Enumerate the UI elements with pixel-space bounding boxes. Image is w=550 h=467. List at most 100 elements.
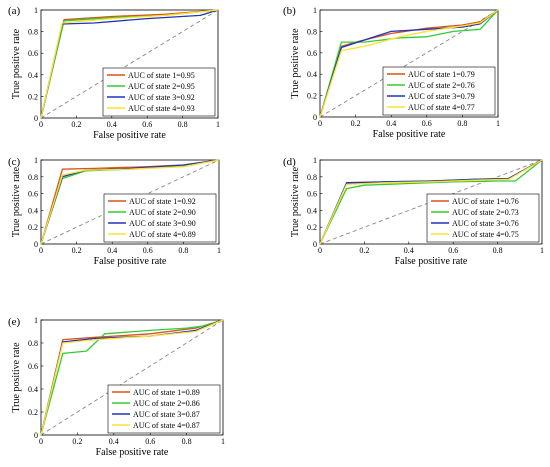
x-axis-label: False positive rate xyxy=(373,129,446,140)
x-tick-label: 0.8 xyxy=(178,120,188,129)
x-tick-label: 0.2 xyxy=(71,120,81,129)
y-axis-label: True positive rate xyxy=(11,342,22,413)
plot-frame xyxy=(319,9,499,118)
legend-entry: AUC of state 1=0.79 xyxy=(408,70,475,79)
legend-entry: AUC of state 3=0.79 xyxy=(408,92,475,101)
y-tick-label: 0 xyxy=(313,240,317,249)
x-tick-label: 0.8 xyxy=(182,437,192,446)
roc-curve-state-2 xyxy=(40,319,224,436)
legend-entry: AUC of state 2=0.86 xyxy=(133,399,200,408)
y-tick-label: 0.8 xyxy=(307,173,317,182)
y-tick-label: 0.8 xyxy=(307,27,317,36)
roc-curve-state-3 xyxy=(319,159,543,245)
x-tick-label: 0.6 xyxy=(142,120,152,129)
x-axis-label: False positive rate xyxy=(93,130,166,141)
legend-entry: AUC of state 4=0.87 xyxy=(133,421,200,430)
x-tick-label: 0.4 xyxy=(404,246,414,255)
x-tick-label: 0.2 xyxy=(351,119,361,128)
plot-frame xyxy=(319,159,543,245)
x-tick-label: 0.6 xyxy=(422,119,432,128)
x-tick-label: 1 xyxy=(217,246,221,255)
y-tick-label: 0.6 xyxy=(307,190,317,199)
legend-entry: AUC of state 4=0.89 xyxy=(129,230,196,239)
legend-entry: AUC of state 3=0.90 xyxy=(129,219,196,228)
legend-entry: AUC of state 1=0.92 xyxy=(129,197,196,206)
legend-entry: AUC of state 3=0.87 xyxy=(133,410,200,419)
roc-curve-state-4 xyxy=(319,159,543,245)
legend-entry: AUC of state 3=0.76 xyxy=(452,219,519,228)
x-axis-label: False positive rate xyxy=(395,256,468,267)
roc-curve-state-4 xyxy=(319,9,499,118)
panel-label: (e) xyxy=(8,316,21,328)
x-tick-label: 0.4 xyxy=(386,119,396,128)
y-tick-label: 0 xyxy=(34,240,38,249)
legend: AUC of state 1=0.79 AUC of state 2=0.76 AU… xyxy=(382,66,496,116)
legend-entry: AUC of state 4=0.93 xyxy=(128,104,195,113)
x-tick-label: 0 xyxy=(318,119,322,128)
y-tick-label: 0.2 xyxy=(28,92,38,101)
y-tick-label: 0.2 xyxy=(28,408,38,417)
y-tick-label: 0.2 xyxy=(28,223,38,232)
legend: AUC of state 1=0.89 AUC of state 2=0.86 AU… xyxy=(107,384,221,434)
y-tick-label: 1 xyxy=(313,6,317,15)
x-tick-label: 0.8 xyxy=(457,119,467,128)
roc-curve-state-4 xyxy=(40,319,224,436)
x-tick-label: 0.2 xyxy=(72,437,82,446)
x-tick-label: 0.4 xyxy=(107,246,117,255)
legend-entry: AUC of state 2=0.95 xyxy=(128,82,195,91)
y-tick-label: 0 xyxy=(34,114,38,123)
legend-entry: AUC of state 1=0.95 xyxy=(128,71,195,80)
legend-entry: AUC of state 1=0.76 xyxy=(452,197,519,206)
y-tick-label: 0.6 xyxy=(28,49,38,58)
legend-entry: AUC of state 2=0.76 xyxy=(408,81,475,90)
roc-panel-2: (b) 0 0.2 0.4 0.6 0.8 1 0 0.2 0.4 0.6 0.8 1 False pos… xyxy=(283,5,500,140)
legend-entry: AUC of state 2=0.90 xyxy=(129,208,196,217)
panel-label: (b) xyxy=(283,5,296,17)
x-tick-label: 0.8 xyxy=(178,246,188,255)
x-tick-label: 1 xyxy=(216,120,220,129)
y-tick-label: 1 xyxy=(313,156,317,165)
panel-label: (c) xyxy=(8,156,21,168)
y-tick-label: 1 xyxy=(34,316,38,325)
x-tick-label: 0 xyxy=(318,246,322,255)
y-tick-label: 0.4 xyxy=(28,206,38,215)
chance-diagonal-line xyxy=(319,159,543,245)
y-tick-label: 0.4 xyxy=(28,71,38,80)
x-tick-label: 1 xyxy=(496,119,500,128)
y-axis-label: True positive rate xyxy=(11,166,22,237)
y-tick-label: 0.2 xyxy=(307,92,317,101)
roc-curve-state-4 xyxy=(40,159,220,245)
legend-entry: AUC of state 1=0.89 xyxy=(133,388,200,397)
legend-entry: AUC of state 2=0.73 xyxy=(452,208,519,217)
y-tick-label: 0.6 xyxy=(307,49,317,58)
y-tick-label: 0.6 xyxy=(28,362,38,371)
y-tick-label: 0.8 xyxy=(28,28,38,37)
legend: AUC of state 1=0.95 AUC of state 2=0.95 AU… xyxy=(102,67,216,117)
y-axis-label: True positive rate xyxy=(290,28,301,99)
y-axis-label: True positive rate xyxy=(290,166,301,237)
roc-curve-state-2 xyxy=(319,9,499,118)
x-tick-label: 0 xyxy=(39,246,43,255)
x-tick-label: 0.2 xyxy=(72,246,82,255)
y-tick-label: 0.4 xyxy=(28,385,38,394)
roc-curve-state-4 xyxy=(40,9,219,119)
y-tick-label: 0 xyxy=(34,431,38,440)
legend-entry: AUC of state 4=0.75 xyxy=(452,230,519,239)
roc-panel-3: (c) 0 0.2 0.4 0.6 0.8 1 0 0.2 0.4 0.6 0.8 1 False pos… xyxy=(8,156,221,267)
x-tick-label: 0.4 xyxy=(109,437,119,446)
chance-diagonal-line xyxy=(40,319,224,436)
legend: AUC of state 1=0.76 AUC of state 2=0.73 AU… xyxy=(426,193,540,243)
y-tick-label: 0.6 xyxy=(28,190,38,199)
x-tick-label: 1 xyxy=(221,437,225,446)
x-tick-label: 0.2 xyxy=(359,246,369,255)
plot-frame xyxy=(40,319,224,436)
y-axis-label: True positive rate xyxy=(11,28,22,99)
y-tick-label: 0.8 xyxy=(28,173,38,182)
legend: AUC of state 1=0.92 AUC of state 2=0.90 AU… xyxy=(103,193,217,243)
y-tick-label: 0.8 xyxy=(28,339,38,348)
x-tick-label: 0 xyxy=(39,437,43,446)
x-tick-label: 0.8 xyxy=(493,246,503,255)
x-tick-label: 0.6 xyxy=(145,437,155,446)
x-tick-label: 1 xyxy=(540,246,544,255)
